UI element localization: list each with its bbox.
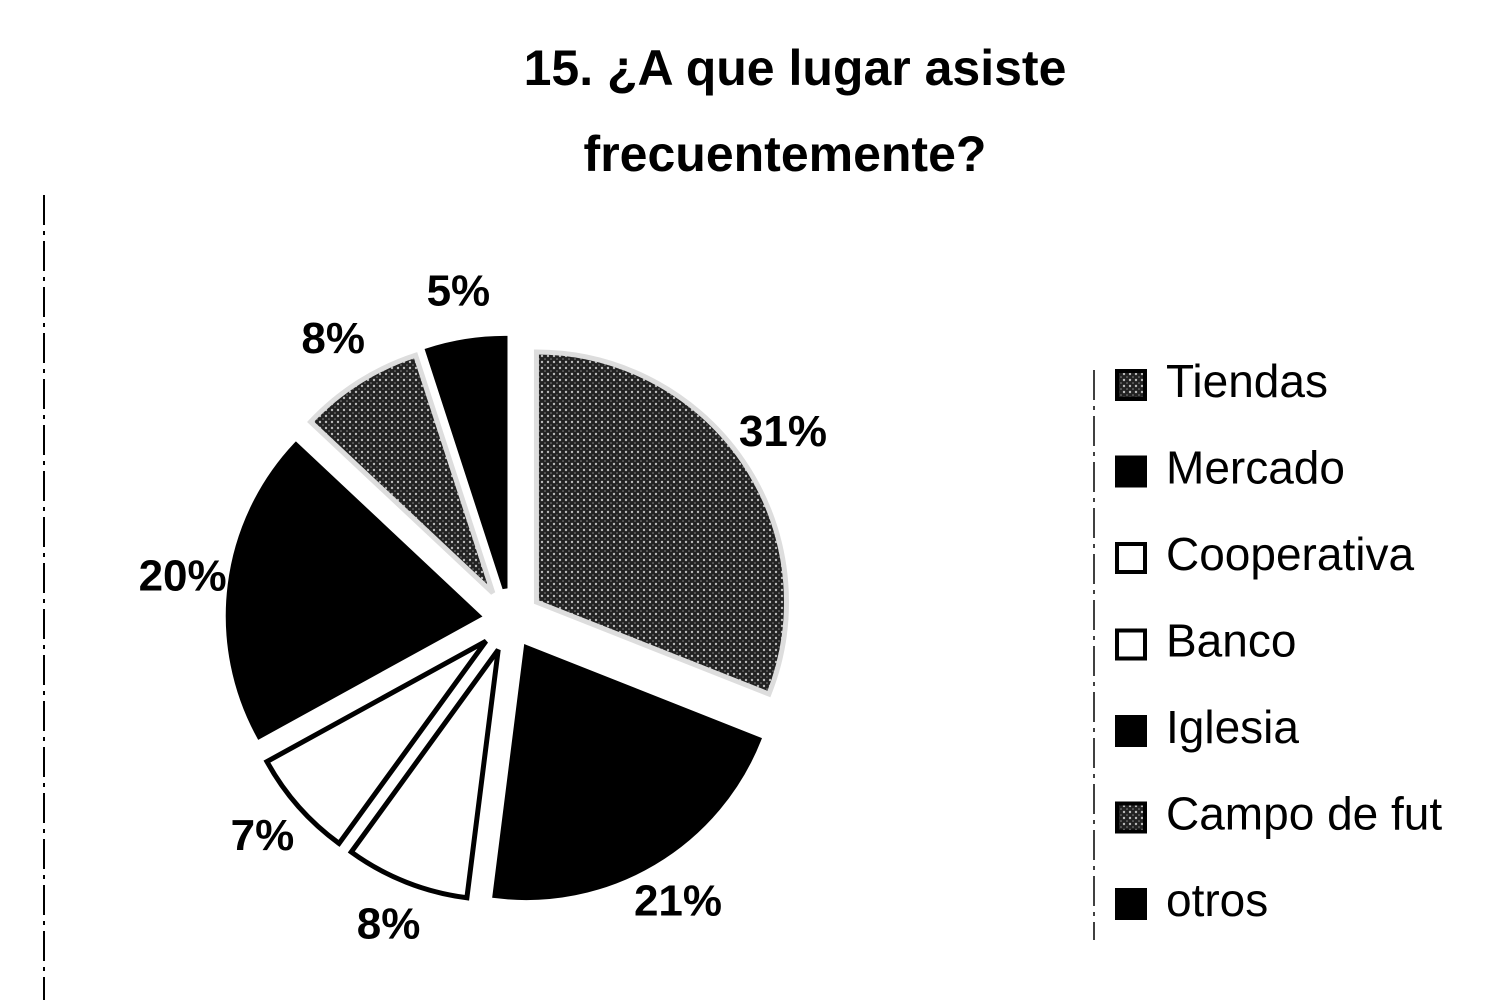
pie-slice (263, 638, 489, 847)
value-label: 8% (357, 899, 421, 948)
chart-subtitle: frecuentemente? (584, 126, 987, 182)
legend-swatch (1115, 628, 1147, 661)
pie-slice (424, 335, 508, 590)
chart-title: 15. ¿A que lugar asiste (524, 40, 1067, 96)
pie-slice (307, 352, 496, 595)
legend-label: Campo de fut (1166, 788, 1442, 840)
legend-swatch (1115, 542, 1147, 574)
pie-slice (533, 349, 789, 698)
legend-label: Tiendas (1166, 355, 1328, 407)
legend-label: Banco (1166, 615, 1296, 667)
pie-slice (225, 441, 483, 740)
pie-slice (492, 644, 762, 900)
value-label: 20% (139, 551, 227, 600)
legend-label: Mercado (1166, 442, 1345, 494)
legend-swatch (1115, 369, 1147, 401)
value-label: 21% (634, 877, 722, 926)
legend-swatch (1115, 455, 1147, 488)
value-label: 31% (739, 407, 827, 456)
value-label: 8% (301, 314, 365, 363)
legend-swatch (1115, 801, 1147, 834)
legend-swatch (1115, 888, 1147, 920)
legend-label: Cooperativa (1166, 528, 1414, 580)
legend-label: otros (1166, 874, 1268, 926)
legend-swatch (1115, 715, 1147, 747)
value-label: 7% (231, 811, 295, 860)
legend-label: Iglesia (1166, 701, 1299, 753)
value-label: 5% (427, 267, 491, 316)
pie-slice (347, 648, 501, 901)
